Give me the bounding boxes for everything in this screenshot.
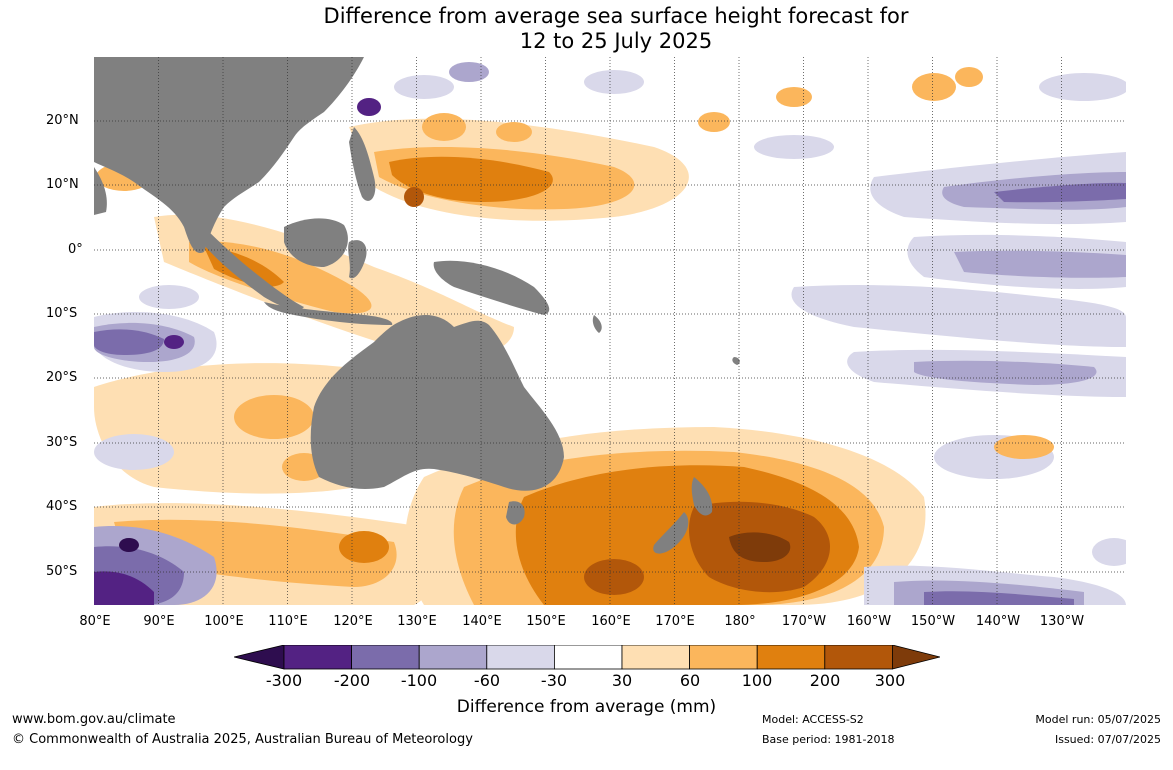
colorbar-tick--200: -200 — [333, 671, 371, 690]
lon-label-150w: 150°W — [910, 614, 956, 629]
lon-label-140e: 140°E — [462, 614, 502, 629]
lon-label-90e: 90°E — [143, 614, 175, 629]
footer-copyright: © Commonwealth of Australia 2025, Austra… — [12, 732, 473, 747]
colorbar-tick-30: 30 — [611, 671, 633, 690]
lon-label-180: 180° — [724, 614, 756, 629]
lon-label-140w: 140°W — [975, 614, 1021, 629]
colorbar-tick-60: 60 — [679, 671, 701, 690]
colorbar-bin-2 — [351, 644, 420, 670]
colorbar-extend-low — [233, 644, 285, 670]
colorbar-title: Difference from average (mm) — [456, 697, 717, 717]
colorbar-graphic — [233, 644, 941, 670]
colorbar-tick-300: 300 — [874, 671, 906, 690]
colorbar-bin-7 — [689, 644, 758, 670]
new-zealand-south — [653, 512, 689, 554]
colorbar-extend-high — [892, 644, 941, 670]
colorbar-tick-200: 200 — [809, 671, 841, 690]
australia — [310, 315, 564, 491]
land-masses — [94, 57, 740, 554]
lon-label-110e: 110°E — [268, 614, 308, 629]
india-tip — [94, 167, 107, 215]
lon-label-170w: 170°W — [781, 614, 827, 629]
lon-label-170e: 170°E — [655, 614, 695, 629]
colorbar-tick--300: -300 — [265, 671, 303, 690]
lat-label-20n: 20°N — [46, 113, 79, 128]
lat-label-30s: 30°S — [46, 435, 78, 450]
asia-mainland — [94, 57, 364, 253]
footer-model: Model: ACCESS-S2 — [762, 713, 864, 726]
colorbar-tick--100: -100 — [400, 671, 438, 690]
tasmania — [506, 501, 525, 525]
colorbar-tick-100: 100 — [741, 671, 773, 690]
lat-label-10n: 10°N — [46, 177, 79, 192]
lon-label-100e: 100°E — [204, 614, 244, 629]
lon-label-130w: 130°W — [1039, 614, 1085, 629]
colorbar-tick--30: -30 — [540, 671, 568, 690]
lon-label-150e: 150°E — [526, 614, 566, 629]
map-canvas — [94, 57, 1126, 605]
lon-label-160w: 160°W — [846, 614, 892, 629]
lon-label-130e: 130°E — [397, 614, 437, 629]
lat-label-50s: 50°S — [46, 564, 78, 579]
lat-label-10s: 10°S — [46, 306, 78, 321]
lat-label-40s: 40°S — [46, 499, 78, 514]
footer-base-period: Base period: 1981-2018 — [762, 733, 895, 746]
colorbar — [233, 644, 941, 675]
map-title: Difference from average sea surface heig… — [0, 4, 1173, 54]
colorbar-bin-5 — [553, 644, 623, 670]
colorbar-bin-8 — [756, 644, 826, 670]
colorbar-bin-1 — [283, 644, 352, 670]
borneo — [284, 218, 348, 267]
sea-surface-height-map — [94, 57, 1126, 605]
new-guinea — [433, 260, 550, 315]
map-title-line1: Difference from average sea surface heig… — [323, 4, 909, 28]
colorbar-tick--60: -60 — [473, 671, 501, 690]
map-title-line2: 12 to 25 July 2025 — [519, 29, 713, 53]
graticule — [94, 57, 1126, 605]
java — [264, 302, 393, 325]
footer-model-run: Model run: 05/07/2025 — [1035, 713, 1161, 726]
lon-label-120e: 120°E — [333, 614, 373, 629]
colorbar-bin-4 — [486, 644, 555, 670]
solomon-islands — [592, 315, 602, 333]
philippines — [349, 127, 376, 201]
colorbar-bin-9 — [824, 644, 893, 670]
lat-label-20s: 20°S — [46, 370, 78, 385]
new-zealand-north — [691, 477, 713, 516]
lon-label-160e: 160°E — [591, 614, 631, 629]
footer-website-link[interactable]: www.bom.gov.au/climate — [12, 712, 176, 727]
lat-label-equator: 0° — [68, 242, 83, 257]
colorbar-bin-6 — [621, 644, 690, 670]
colorbar-bin-3 — [418, 644, 488, 670]
fiji — [732, 357, 740, 365]
lon-label-80e: 80°E — [79, 614, 111, 629]
footer-issued: Issued: 07/07/2025 — [1054, 733, 1161, 746]
